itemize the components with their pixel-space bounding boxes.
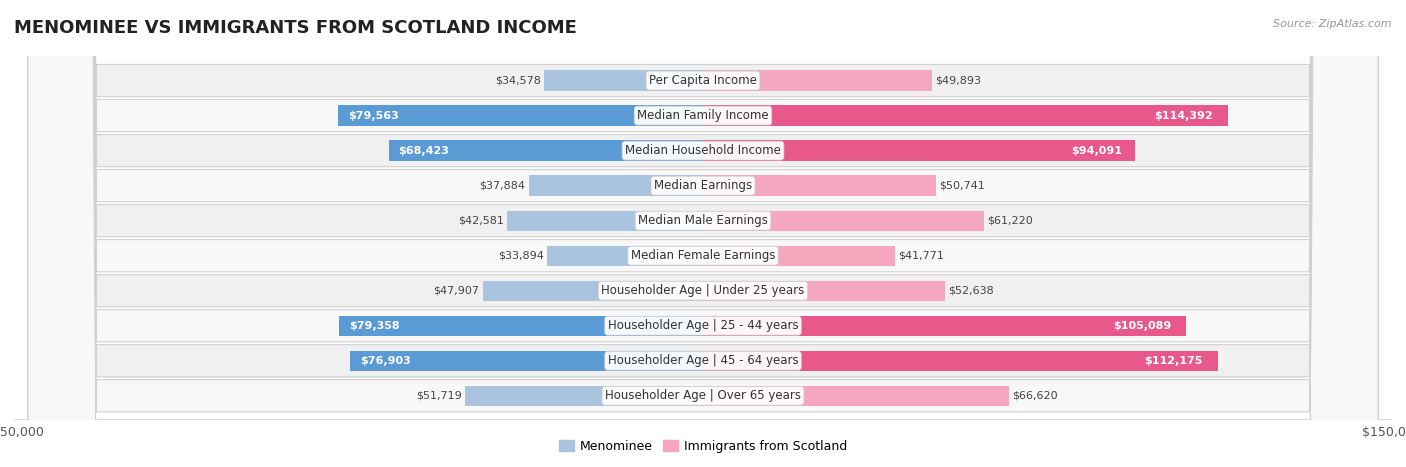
Bar <box>703 141 1135 161</box>
Text: $42,581: $42,581 <box>458 216 503 226</box>
Text: Median Earnings: Median Earnings <box>654 179 752 192</box>
Text: $112,175: $112,175 <box>1144 356 1202 366</box>
FancyBboxPatch shape <box>28 0 1378 467</box>
Text: $66,620: $66,620 <box>1012 391 1059 401</box>
FancyBboxPatch shape <box>28 0 1378 467</box>
Text: Median Male Earnings: Median Male Earnings <box>638 214 768 227</box>
FancyBboxPatch shape <box>28 0 1378 467</box>
Text: $51,719: $51,719 <box>416 391 463 401</box>
Text: $49,893: $49,893 <box>935 76 981 85</box>
FancyBboxPatch shape <box>28 0 1378 467</box>
FancyBboxPatch shape <box>28 0 1378 467</box>
FancyBboxPatch shape <box>28 0 1378 467</box>
Text: Per Capita Income: Per Capita Income <box>650 74 756 87</box>
Text: $33,894: $33,894 <box>498 251 544 261</box>
Bar <box>484 281 703 301</box>
Bar <box>703 176 936 196</box>
Text: $68,423: $68,423 <box>398 146 449 156</box>
Text: $41,771: $41,771 <box>898 251 945 261</box>
Text: $52,638: $52,638 <box>948 286 994 296</box>
Bar <box>529 176 703 196</box>
Text: $47,907: $47,907 <box>433 286 479 296</box>
Text: $79,563: $79,563 <box>349 111 399 120</box>
Bar <box>339 316 703 336</box>
FancyBboxPatch shape <box>28 0 1378 467</box>
FancyBboxPatch shape <box>28 0 1378 467</box>
Text: Median Female Earnings: Median Female Earnings <box>631 249 775 262</box>
Text: Householder Age | 25 - 44 years: Householder Age | 25 - 44 years <box>607 319 799 332</box>
Text: Median Household Income: Median Household Income <box>626 144 780 157</box>
Bar <box>350 351 703 371</box>
Legend: Menominee, Immigrants from Scotland: Menominee, Immigrants from Scotland <box>554 435 852 458</box>
Text: $37,884: $37,884 <box>479 181 526 191</box>
Text: Source: ZipAtlas.com: Source: ZipAtlas.com <box>1274 19 1392 28</box>
FancyBboxPatch shape <box>28 0 1378 467</box>
Text: $94,091: $94,091 <box>1071 146 1122 156</box>
FancyBboxPatch shape <box>28 0 1378 467</box>
Text: Median Family Income: Median Family Income <box>637 109 769 122</box>
Bar <box>703 211 984 231</box>
Bar <box>508 211 703 231</box>
Bar <box>703 246 894 266</box>
Bar <box>703 386 1010 406</box>
Text: Householder Age | 45 - 64 years: Householder Age | 45 - 64 years <box>607 354 799 367</box>
Bar <box>337 106 703 126</box>
Bar <box>544 71 703 91</box>
Bar <box>703 106 1229 126</box>
Text: MENOMINEE VS IMMIGRANTS FROM SCOTLAND INCOME: MENOMINEE VS IMMIGRANTS FROM SCOTLAND IN… <box>14 19 576 37</box>
Bar <box>465 386 703 406</box>
Bar <box>703 281 945 301</box>
Text: Householder Age | Under 25 years: Householder Age | Under 25 years <box>602 284 804 297</box>
Text: $105,089: $105,089 <box>1114 321 1171 331</box>
Text: Householder Age | Over 65 years: Householder Age | Over 65 years <box>605 389 801 402</box>
Text: $79,358: $79,358 <box>350 321 401 331</box>
Bar <box>703 71 932 91</box>
Bar <box>388 141 703 161</box>
Text: $61,220: $61,220 <box>987 216 1033 226</box>
Text: $34,578: $34,578 <box>495 76 541 85</box>
Text: $76,903: $76,903 <box>360 356 411 366</box>
Text: $114,392: $114,392 <box>1154 111 1212 120</box>
Text: $50,741: $50,741 <box>939 181 986 191</box>
Bar <box>703 351 1218 371</box>
Bar <box>703 316 1185 336</box>
Bar <box>547 246 703 266</box>
